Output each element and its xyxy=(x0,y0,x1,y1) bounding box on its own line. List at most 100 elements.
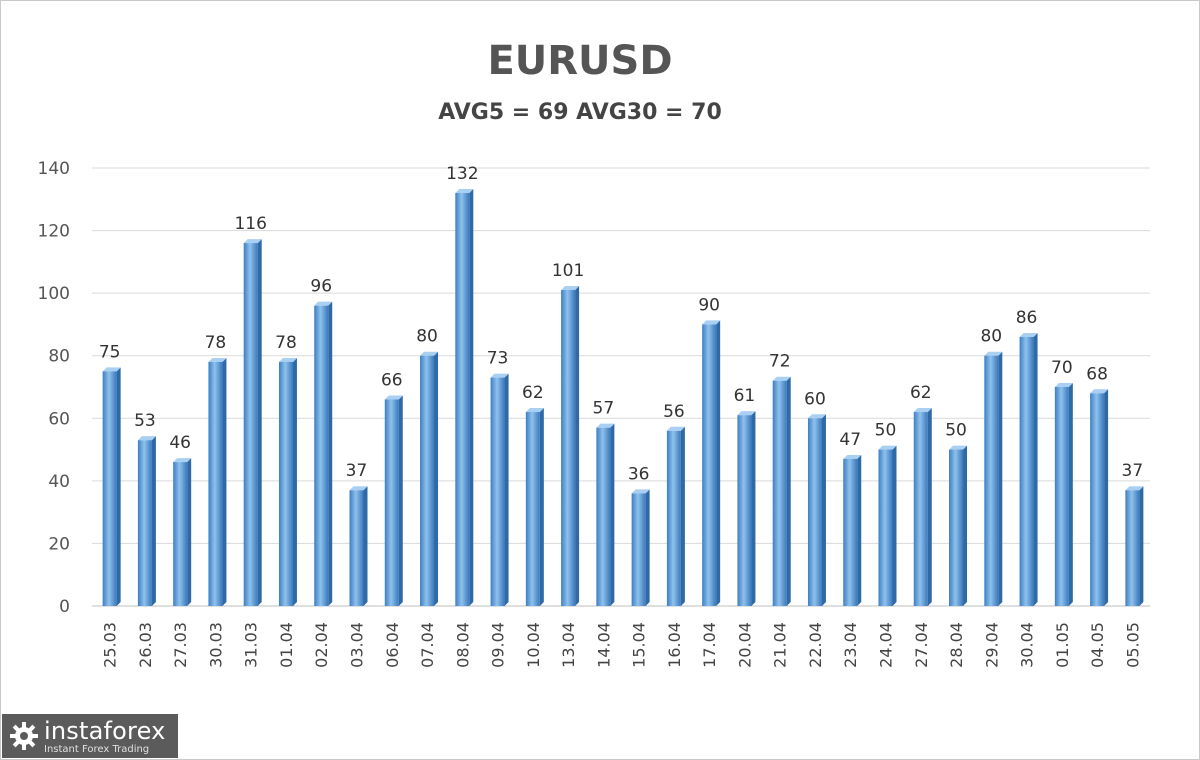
bar xyxy=(561,290,576,606)
bar-top xyxy=(102,367,121,372)
data-label: 50 xyxy=(875,421,897,441)
x-tick-label: 04.05 xyxy=(1088,622,1107,668)
x-tick-label: 27.04 xyxy=(912,622,931,668)
bar-top xyxy=(666,426,685,431)
x-tick-label: 05.05 xyxy=(1123,622,1142,668)
bar-top xyxy=(137,436,156,441)
bar xyxy=(525,412,540,606)
data-labels: 75 53 46 78 116 78 96 37 66 80 132 73 62 101 57 36 56 90 6… xyxy=(99,164,1143,484)
data-label: 47 xyxy=(839,430,861,450)
y-tick-label: 120 xyxy=(38,222,70,242)
bar-top xyxy=(525,408,544,413)
bar-top xyxy=(843,454,862,459)
data-label: 86 xyxy=(1016,308,1038,328)
data-label: 53 xyxy=(134,411,156,431)
bar-side xyxy=(469,189,474,606)
x-tick-label: 21.04 xyxy=(771,622,790,668)
bar-top xyxy=(455,189,474,194)
data-label: 72 xyxy=(769,352,791,372)
bar xyxy=(949,449,964,606)
data-label: 78 xyxy=(205,333,227,353)
x-tick-label: 27.03 xyxy=(171,622,190,668)
bar xyxy=(137,440,152,606)
x-tick-label: 07.04 xyxy=(418,622,437,668)
x-tick-label: 06.04 xyxy=(383,622,402,668)
bar-side xyxy=(328,301,333,606)
bar xyxy=(1090,393,1105,606)
bar-side xyxy=(434,351,439,606)
data-label: 68 xyxy=(1086,364,1108,384)
bar-side xyxy=(610,423,615,606)
bar xyxy=(772,380,787,606)
bar-side xyxy=(998,351,1003,606)
data-label: 80 xyxy=(416,327,438,347)
bar-top xyxy=(1019,332,1038,337)
bar xyxy=(1019,336,1034,606)
bar xyxy=(243,243,258,607)
logo-tagline: Instant Forex Trading xyxy=(44,744,150,755)
bar-top xyxy=(278,357,297,362)
bar-top xyxy=(208,357,227,362)
bar xyxy=(666,430,681,606)
data-label: 50 xyxy=(945,421,967,441)
x-tick-label: 15.04 xyxy=(630,622,649,668)
bar-side xyxy=(504,373,509,606)
data-label: 62 xyxy=(522,383,544,403)
bar-top xyxy=(878,445,897,450)
bar xyxy=(913,412,928,606)
bar xyxy=(807,418,822,606)
data-label: 96 xyxy=(310,277,332,297)
bar xyxy=(490,377,505,606)
bar-top xyxy=(561,286,580,291)
bar-top xyxy=(596,423,615,428)
bar xyxy=(984,355,999,606)
bar xyxy=(1125,490,1140,606)
y-tick-label: 0 xyxy=(59,597,70,617)
bar-top xyxy=(984,351,1003,356)
data-label: 80 xyxy=(980,327,1002,347)
bar xyxy=(173,462,188,606)
bar-side xyxy=(363,486,368,606)
bar-top xyxy=(772,376,791,381)
x-tick-label: 24.04 xyxy=(877,622,896,668)
x-tick-label: 20.04 xyxy=(735,622,754,668)
y-axis-ticks: 0 20 40 60 80 100 120 140 xyxy=(38,159,70,617)
bar-top xyxy=(631,489,650,494)
data-label: 37 xyxy=(346,461,368,481)
instaforex-logo: instaforex Instant Forex Trading xyxy=(2,714,178,758)
x-tick-label: 09.04 xyxy=(489,622,508,668)
data-label: 73 xyxy=(487,349,509,369)
bar-side xyxy=(151,436,156,606)
bar-side xyxy=(645,489,650,606)
x-tick-label: 17.04 xyxy=(700,622,719,668)
data-label: 46 xyxy=(169,433,191,453)
x-tick-label: 25.03 xyxy=(101,622,120,668)
y-tick-label: 40 xyxy=(48,472,70,492)
bar-side xyxy=(539,408,544,606)
bars xyxy=(102,189,1144,607)
x-tick-label: 23.04 xyxy=(841,622,860,668)
bar-top xyxy=(243,239,262,244)
bar-top xyxy=(349,486,368,491)
data-label: 57 xyxy=(593,399,615,419)
bar-side xyxy=(680,426,685,606)
data-label: 116 xyxy=(234,214,266,234)
x-tick-label: 31.03 xyxy=(242,622,261,668)
bar-top xyxy=(807,414,826,419)
bar xyxy=(420,355,435,606)
y-tick-label: 100 xyxy=(38,284,70,304)
logo-name: instaforex xyxy=(44,717,166,745)
data-label: 90 xyxy=(698,295,720,315)
bar-top xyxy=(490,373,509,378)
x-tick-label: 03.04 xyxy=(348,622,367,668)
bar-top xyxy=(702,320,721,325)
bar xyxy=(878,449,893,606)
gear-icon xyxy=(10,722,38,750)
bar-side xyxy=(187,458,192,606)
y-tick-label: 20 xyxy=(48,534,70,554)
bar-top xyxy=(384,395,403,400)
bar-top xyxy=(737,411,756,416)
bar-side xyxy=(963,445,968,606)
bar-top xyxy=(949,445,968,450)
bar-side xyxy=(575,286,580,606)
